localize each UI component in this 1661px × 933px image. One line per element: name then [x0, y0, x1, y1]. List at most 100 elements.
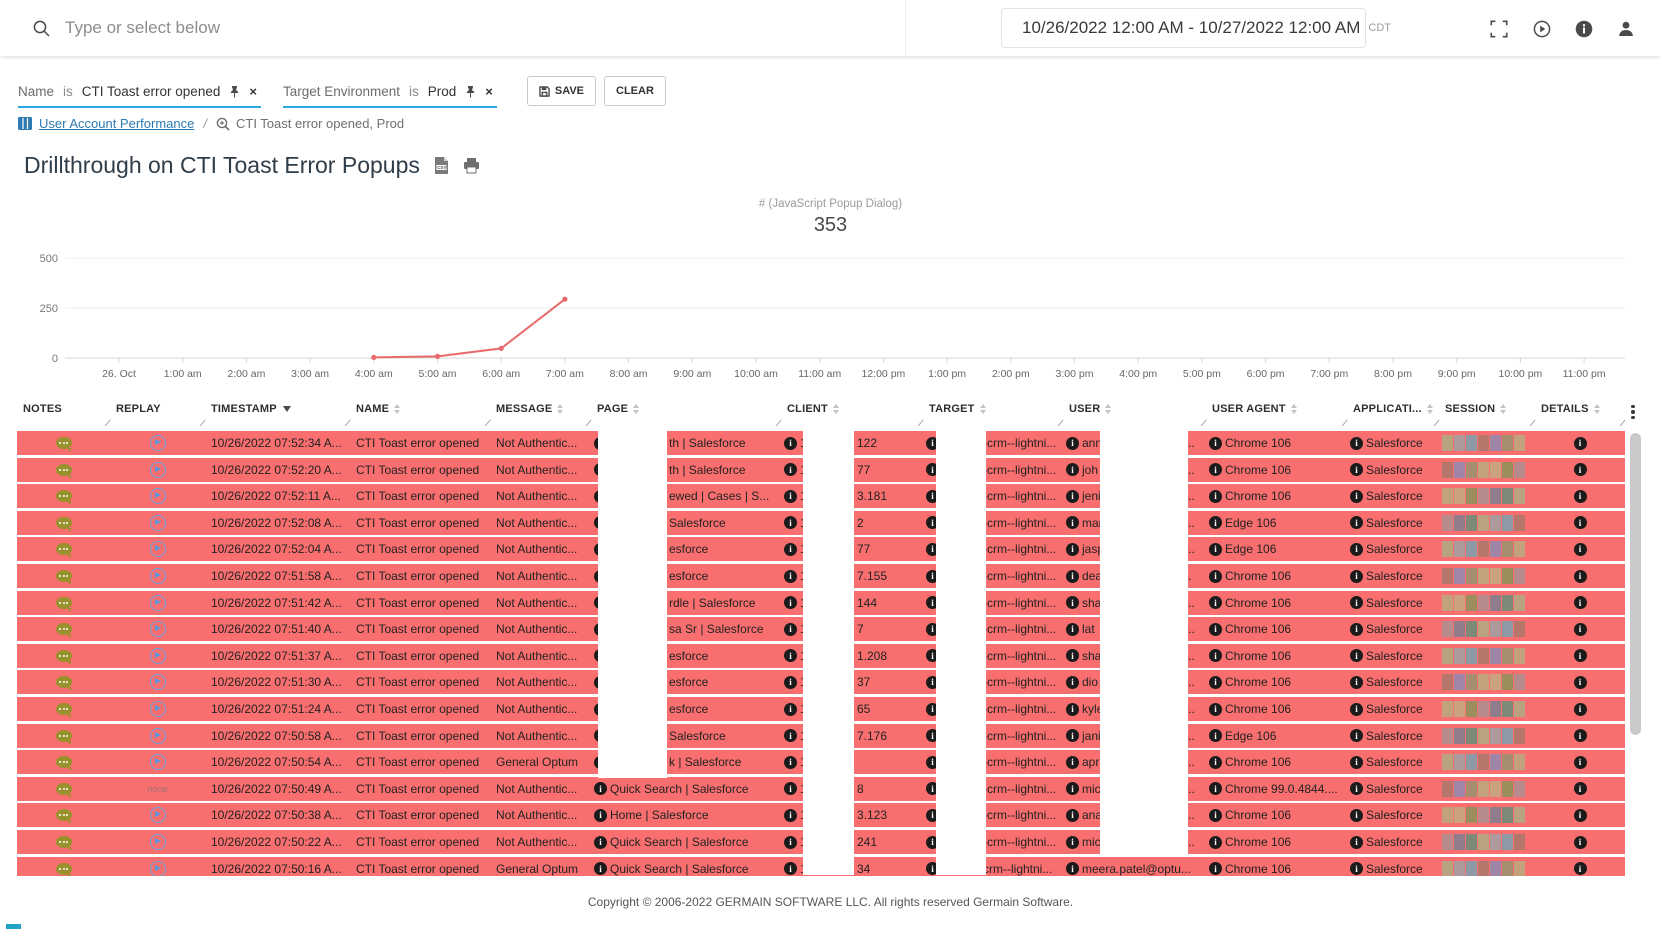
note-bubble-icon[interactable]: [55, 703, 72, 718]
info-dot-icon[interactable]: i: [784, 782, 797, 796]
info-dot-icon[interactable]: i: [1573, 675, 1587, 689]
note-bubble-icon[interactable]: [55, 836, 72, 851]
column-resize-handle[interactable]: ∕∕: [1058, 418, 1063, 428]
pin-icon[interactable]: [465, 85, 476, 98]
info-dot-icon[interactable]: i: [1066, 702, 1079, 716]
sort-arrows-icon[interactable]: [1290, 404, 1297, 414]
info-dot-icon[interactable]: i: [1573, 649, 1587, 663]
info-dot-icon[interactable]: i: [1350, 782, 1363, 796]
info-dot-icon[interactable]: i: [784, 729, 797, 743]
info-dot-icon[interactable]: i: [926, 489, 939, 503]
info-dot-icon[interactable]: i: [784, 675, 797, 689]
column-header-applicati[interactable]: APPLICATI... ∕∕: [1347, 398, 1439, 428]
replay-play-icon[interactable]: [149, 754, 166, 771]
info-dot-icon[interactable]: i: [1350, 569, 1363, 583]
info-dot-icon[interactable]: i: [1573, 862, 1587, 876]
info-dot-icon[interactable]: i: [1209, 782, 1222, 796]
remove-filter-icon[interactable]: ×: [249, 83, 257, 99]
info-dot-icon[interactable]: i: [1066, 755, 1079, 769]
column-resize-handle[interactable]: ∕∕: [1434, 418, 1439, 428]
replay-play-icon[interactable]: [149, 621, 166, 638]
note-bubble-icon[interactable]: [55, 649, 72, 665]
replay-play-icon[interactable]: [149, 514, 166, 531]
info-dot-icon[interactable]: i: [1209, 569, 1222, 583]
column-resize-handle[interactable]: ∕∕: [918, 418, 923, 428]
column-menu-icon[interactable]: [1626, 401, 1640, 423]
column-resize-handle[interactable]: ∕∕: [485, 418, 490, 428]
info-dot-icon[interactable]: i: [1066, 463, 1079, 477]
info-dot-icon[interactable]: i: [784, 808, 797, 822]
info-dot-icon[interactable]: i: [1573, 808, 1587, 822]
info-dot-icon[interactable]: i: [1350, 649, 1363, 663]
info-dot-icon[interactable]: i: [1209, 542, 1222, 556]
replay-play-icon[interactable]: [149, 674, 166, 691]
info-dot-icon[interactable]: i: [1573, 782, 1587, 796]
info-dot-icon[interactable]: i: [926, 569, 939, 583]
column-resize-handle[interactable]: ∕∕: [1620, 418, 1625, 428]
info-dot-icon[interactable]: i: [1573, 569, 1587, 583]
info-dot-icon[interactable]: i: [1066, 782, 1079, 796]
sort-arrows-icon[interactable]: [979, 404, 986, 414]
sort-arrows-icon[interactable]: [1593, 404, 1600, 414]
fullscreen-icon[interactable]: [1490, 20, 1508, 38]
info-dot-icon[interactable]: i: [1209, 596, 1222, 610]
info-dot-icon[interactable]: i: [1573, 542, 1587, 556]
info-dot-icon[interactable]: i: [1066, 622, 1079, 636]
info-dot-icon[interactable]: i: [1350, 542, 1363, 556]
table-scrollbar[interactable]: [1630, 433, 1641, 735]
info-dot-icon[interactable]: i: [594, 782, 607, 796]
info-dot-icon[interactable]: i: [594, 808, 607, 822]
info-dot-icon[interactable]: i: [1209, 808, 1222, 822]
info-dot-icon[interactable]: i: [1350, 835, 1363, 849]
info-dot-icon[interactable]: i: [784, 489, 797, 503]
info-dot-icon[interactable]: i: [1350, 808, 1363, 822]
info-dot-icon[interactable]: i: [1350, 729, 1363, 743]
column-resize-handle[interactable]: ∕∕: [200, 418, 205, 428]
info-dot-icon[interactable]: i: [1573, 516, 1587, 530]
info-dot-icon[interactable]: i: [1573, 596, 1587, 610]
info-dot-icon[interactable]: i: [1066, 516, 1079, 530]
column-resize-handle[interactable]: ∕∕: [1342, 418, 1347, 428]
info-dot-icon[interactable]: i: [1350, 463, 1363, 477]
breadcrumb-root-link[interactable]: User Account Performance: [39, 116, 195, 131]
note-bubble-icon[interactable]: [55, 570, 72, 585]
note-bubble-icon[interactable]: [55, 809, 72, 825]
info-dot-icon[interactable]: i: [926, 436, 939, 450]
info-dot-icon[interactable]: i: [784, 463, 797, 477]
info-dot-icon[interactable]: i: [1066, 649, 1079, 663]
note-bubble-icon[interactable]: [55, 729, 72, 745]
info-dot-icon[interactable]: i: [1209, 835, 1222, 849]
user-account-icon[interactable]: [1617, 20, 1635, 38]
column-resize-handle[interactable]: ∕∕: [1530, 418, 1535, 428]
sort-desc-icon[interactable]: [282, 406, 291, 412]
info-dot-icon[interactable]: i: [784, 542, 797, 556]
info-dot-icon[interactable]: i: [1209, 755, 1222, 769]
column-resize-handle[interactable]: ∕∕: [345, 418, 350, 428]
info-dot-icon[interactable]: i: [1350, 516, 1363, 530]
info-dot-icon[interactable]: i: [1209, 516, 1222, 530]
info-dot-icon[interactable]: i: [1350, 675, 1363, 689]
info-dot-icon[interactable]: i: [784, 862, 797, 876]
note-bubble-icon[interactable]: [55, 756, 72, 772]
info-dot-icon[interactable]: i: [1209, 675, 1222, 689]
sort-arrows-icon[interactable]: [1426, 404, 1433, 414]
column-header-message[interactable]: MESSAGE ∕∕: [490, 398, 591, 428]
column-header-session[interactable]: SESSION ∕∕: [1439, 398, 1535, 428]
info-dot-icon[interactable]: i: [1209, 649, 1222, 663]
note-bubble-icon[interactable]: [55, 623, 72, 639]
info-dot-icon[interactable]: i: [784, 649, 797, 663]
replay-play-icon[interactable]: [149, 568, 166, 584]
info-dot-icon[interactable]: i: [926, 463, 939, 477]
replay-play-icon[interactable]: [149, 435, 166, 451]
info-dot-icon[interactable]: i: [1573, 729, 1587, 743]
info-dot-icon[interactable]: i: [1350, 862, 1363, 876]
info-dot-icon[interactable]: i: [1350, 702, 1363, 716]
info-dot-icon[interactable]: i: [926, 702, 939, 716]
replay-play-icon[interactable]: [149, 461, 166, 478]
info-dot-icon[interactable]: i: [1209, 862, 1222, 876]
info-dot-icon[interactable]: i: [1066, 542, 1079, 556]
replay-play-icon[interactable]: [149, 647, 166, 664]
playback-icon[interactable]: [1533, 20, 1551, 38]
info-dot-icon[interactable]: i: [1066, 436, 1079, 450]
info-dot-icon[interactable]: i: [1066, 808, 1079, 822]
